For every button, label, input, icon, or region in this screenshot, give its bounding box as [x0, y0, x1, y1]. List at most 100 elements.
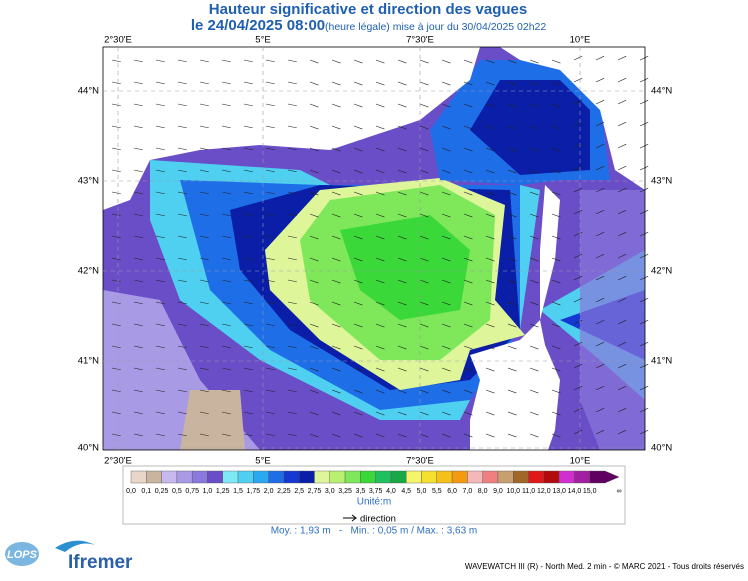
arrow: [441, 147, 451, 152]
arrow: [419, 147, 429, 152]
arrow: [529, 301, 539, 306]
arrow: [309, 213, 319, 218]
arrow: [463, 191, 473, 196]
arrow: [265, 367, 275, 371]
arrow: [485, 257, 495, 262]
arrow: [155, 147, 165, 151]
arrow: [375, 59, 385, 64]
arrow: [133, 191, 143, 195]
arrow: [463, 367, 473, 372]
arrow: [595, 77, 605, 83]
arrow: [551, 367, 561, 372]
arrow: [573, 275, 583, 281]
arrow: [485, 433, 495, 438]
arrow: [375, 323, 385, 328]
arrow: [243, 125, 253, 129]
arrow: [133, 235, 143, 239]
arrow: [617, 231, 627, 237]
arrow: [375, 367, 385, 372]
arrow: [199, 191, 209, 195]
arrow: [221, 389, 231, 393]
arrow: [441, 433, 451, 438]
colorbar-segment: [390, 470, 407, 484]
arrow: [529, 59, 539, 64]
arrow: [265, 411, 275, 415]
arrow: [507, 213, 517, 218]
arrow: [111, 169, 121, 173]
arrow: [617, 165, 627, 171]
arrow: [287, 191, 297, 195]
colorbar-label: 3,0: [325, 488, 335, 495]
arrow: [419, 367, 429, 372]
arrow: [639, 319, 649, 325]
colorbar-label: ∞: [617, 488, 622, 495]
arrow: [507, 367, 517, 372]
arrow: [331, 191, 341, 196]
arrow: [529, 257, 539, 262]
arrow: [309, 59, 319, 64]
arrow: [441, 301, 451, 306]
lat-label-left: 44°N: [78, 86, 99, 97]
colorbar-label: 10,0: [506, 488, 520, 495]
arrow: [133, 389, 143, 393]
arrow: [595, 407, 605, 413]
arrow: [353, 147, 363, 152]
arrow: [287, 147, 297, 151]
arrow: [353, 213, 363, 218]
arrow: [375, 125, 385, 130]
arrow: [397, 81, 407, 86]
arrow: [133, 411, 143, 415]
colorbar-label: 12,0: [537, 488, 551, 495]
arrow: [331, 411, 341, 416]
arrow: [309, 147, 319, 152]
arrow: [595, 99, 605, 105]
arrow: [375, 433, 385, 438]
arrow: [419, 433, 429, 438]
arrow: [287, 279, 297, 283]
arrow: [419, 169, 429, 174]
lon-label-bottom: 5°E: [255, 456, 270, 467]
arrow: [155, 191, 165, 195]
arrow: [155, 389, 165, 393]
arrow: [573, 297, 583, 303]
arrow: [529, 213, 539, 218]
arrow: [617, 143, 627, 149]
lops-text: LOPS: [7, 549, 38, 561]
arrow: [111, 147, 121, 151]
arrow: [353, 169, 363, 174]
arrow: [199, 345, 209, 349]
colorbar-label: 5,5: [432, 488, 442, 495]
colorbar-label: 3,5: [355, 488, 365, 495]
arrow: [507, 59, 517, 64]
arrow: [419, 257, 429, 262]
arrow: [595, 231, 605, 237]
arrow: [331, 301, 341, 306]
arrow: [375, 169, 385, 174]
arrow: [177, 59, 187, 63]
arrow: [221, 279, 231, 283]
arrow: [199, 169, 209, 173]
arrow: [265, 213, 275, 217]
arrow: [265, 323, 275, 327]
colorbar-segment: [497, 470, 514, 484]
arrow: [155, 257, 165, 261]
arrow: [441, 191, 451, 196]
arrow: [243, 411, 253, 415]
arrow: [265, 279, 275, 283]
arrow: [551, 147, 561, 152]
arrow: [573, 121, 583, 127]
arrow: [485, 147, 495, 152]
arrow: [573, 209, 583, 215]
arrow: [331, 433, 341, 438]
colorbar-label: 0,0: [126, 488, 136, 495]
colorbar-segment: [589, 470, 620, 484]
arrow: [485, 301, 495, 306]
arrow: [243, 81, 253, 85]
colorbar-label: 15,0: [583, 488, 597, 495]
arrow: [463, 257, 473, 262]
colorbar-label: 0,5: [172, 488, 182, 495]
arrow: [287, 81, 297, 85]
arrow: [155, 411, 165, 415]
colorbar-label: 0,1: [141, 488, 151, 495]
colorbar-segment: [237, 470, 254, 484]
